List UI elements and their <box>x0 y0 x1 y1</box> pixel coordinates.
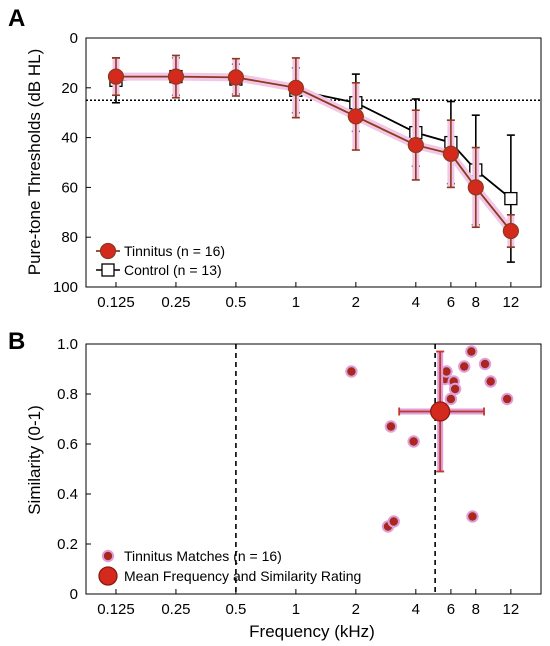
x-tick-label: 12 <box>503 601 520 618</box>
y-tick-label: 0 <box>70 30 78 47</box>
x-tick-label: 6 <box>447 294 455 311</box>
x-tick-label: 1 <box>292 601 300 618</box>
data-point <box>287 79 304 96</box>
panel-b-mean-point <box>398 350 485 473</box>
legend-control-square <box>101 263 115 277</box>
panel-label-a: A <box>8 5 25 32</box>
panel-b-tinnitus-matches <box>345 345 514 533</box>
x-tick-label: 4 <box>412 294 420 311</box>
data-point <box>407 136 424 154</box>
panel-label-b: B <box>8 328 25 355</box>
match-point <box>345 365 358 378</box>
legend-mean-label: Mean Frequency and Similarity Rating <box>124 568 361 584</box>
x-tick-label: 0.125 <box>97 601 135 618</box>
data-point <box>167 68 185 85</box>
match-point <box>465 345 478 358</box>
legend-mean-dot <box>98 566 118 586</box>
legend-matches-label: Tinnitus Matches (n = 16) <box>124 548 282 564</box>
panel-b-legend: Tinnitus Matches (n = 16) Mean Frequency… <box>98 548 361 586</box>
y-tick-label: 0 <box>70 586 78 603</box>
x-tick-label: 2 <box>352 601 360 618</box>
data-point <box>467 179 484 196</box>
match-point <box>384 420 398 433</box>
x-tick-label: 2 <box>352 294 360 311</box>
data-point <box>502 222 519 240</box>
x-tick-label: 1 <box>292 294 300 311</box>
x-tick-label: 0.25 <box>161 601 190 618</box>
panel-a-y-ticks: 0 20 40 60 80 100 <box>53 30 91 296</box>
x-tick-label: 12 <box>503 294 520 311</box>
panel-a-axes-frame <box>85 37 542 288</box>
legend-control-marker <box>96 263 120 277</box>
match-point <box>407 435 420 448</box>
legend-tinnitus-circle <box>99 242 117 260</box>
y-tick-label: 80 <box>61 229 78 246</box>
y-tick-label: 40 <box>61 130 78 147</box>
match-point <box>444 392 458 406</box>
mean-point <box>430 401 451 422</box>
match-point <box>387 515 400 528</box>
match-point <box>478 357 492 371</box>
legend-control-label: Control (n = 13) <box>124 262 222 278</box>
x-tick-label: 0.125 <box>97 294 135 311</box>
panel-a-y-axis-label: Pure-tone Thresholds (dB HL) <box>25 49 44 275</box>
panel-b-y-axis-label: Similarity (0-1) <box>25 405 44 515</box>
panel-b-axes-frame <box>85 343 542 595</box>
legend-tinnitus-marker <box>96 242 120 260</box>
match-point <box>484 375 497 388</box>
x-tick-label: 0.5 <box>225 601 246 618</box>
panel-a-legend: Tinnitus (n = 16) Control (n = 13) <box>96 242 225 278</box>
match-point <box>466 510 479 523</box>
x-tick-label: 0.5 <box>225 294 246 311</box>
panel-a-tinnitus-series <box>107 54 519 248</box>
x-tick-label: 4 <box>412 601 420 618</box>
y-tick-label: 0.6 <box>57 436 78 453</box>
x-tick-label: 8 <box>472 601 480 618</box>
y-tick-label: 0.2 <box>57 536 78 553</box>
panel-b-y-ticks: 0 0.2 0.4 0.6 0.8 1.0 <box>57 336 91 603</box>
x-tick-label: 6 <box>447 601 455 618</box>
panel-b-similarity-chart: 00.20.40.60.81.0 0.125 0.25 0.5 1 2 4 6 8 12 Sim… <box>25 336 542 641</box>
data-point <box>504 191 518 206</box>
y-tick-label: 1.0 <box>57 336 78 353</box>
match-point <box>458 360 471 373</box>
panel-a-x-ticks: 0.125 0.25 0.5 1 2 4 6 8 12 <box>97 282 519 311</box>
y-tick-label: 60 <box>61 179 78 196</box>
y-tick-label: 100 <box>53 279 78 296</box>
legend-matches-marker <box>101 549 115 563</box>
panel-b-x-axis-label: Frequency (kHz) <box>249 622 375 641</box>
legend-mean-marker <box>98 566 118 586</box>
data-point <box>347 108 364 125</box>
panel-b-vertical-reference-lines <box>235 344 436 594</box>
x-tick-label: 0.25 <box>161 294 190 311</box>
y-tick-label: 0.8 <box>57 386 78 403</box>
data-point <box>227 69 245 86</box>
data-point <box>442 145 459 162</box>
y-tick-label: 20 <box>61 80 78 97</box>
panel-b-x-ticks: 0.125 0.25 0.5 1 2 4 6 8 12 <box>97 589 519 618</box>
match-point <box>500 392 514 406</box>
match-point <box>448 382 462 396</box>
legend-tinnitus-label: Tinnitus (n = 16) <box>124 243 225 259</box>
data-point <box>107 68 125 85</box>
x-tick-label: 8 <box>472 294 480 311</box>
legend-match-dot <box>101 549 115 563</box>
y-tick-label: 0.4 <box>57 486 78 503</box>
